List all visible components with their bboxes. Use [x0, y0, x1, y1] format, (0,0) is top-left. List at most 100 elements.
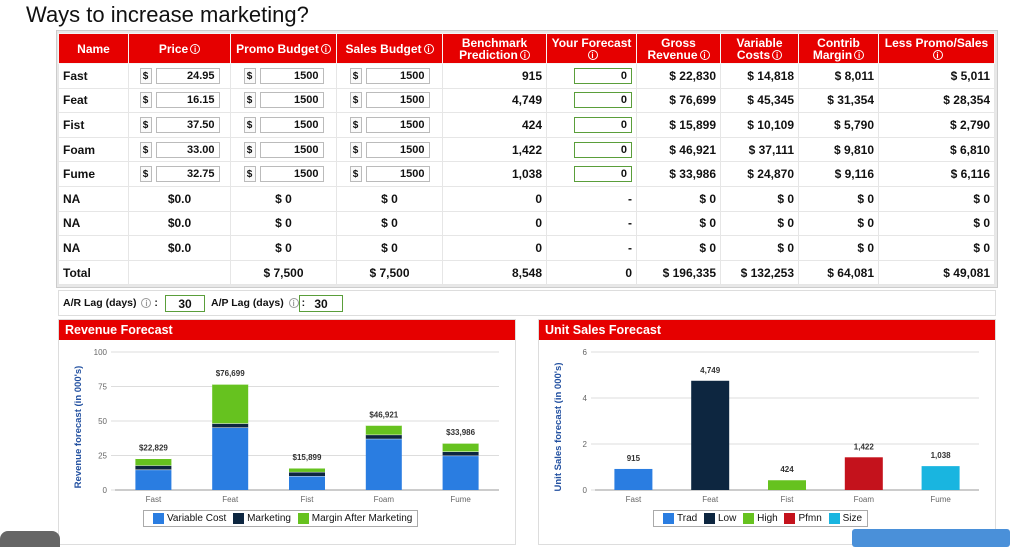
forecast-input[interactable]: 0 [574, 116, 632, 133]
revenue-chart: Revenue Forecast Revenue forecast (in 00… [58, 319, 516, 545]
price-input[interactable]: 16.15 [155, 92, 220, 109]
forecast-table: Name Price i Promo Budget i Sales Budget i … [58, 33, 995, 286]
legend-pfmn[interactable]: Pfmn [798, 513, 822, 524]
promo-input[interactable]: 1500 [259, 92, 324, 109]
price-input[interactable]: 37.50 [155, 116, 220, 133]
currency-sign: $ [349, 141, 362, 158]
header-less[interactable]: Less Promo/Salesi [878, 33, 995, 64]
promo-input[interactable]: 1500 [259, 141, 324, 158]
header-variable[interactable]: Variable Costs i [720, 33, 799, 64]
info-icon[interactable]: i [288, 298, 299, 309]
gross-value: $ 33,986 [636, 161, 721, 187]
info-icon[interactable]: i [141, 298, 152, 309]
bar-segment [768, 480, 806, 490]
info-icon: i [699, 50, 710, 61]
header-sales[interactable]: Sales Budget i [336, 33, 443, 64]
currency-sign: $ [349, 116, 362, 133]
table-row: Foam $33.00 $1500 $1500 1,422 0 $ 46,921 $ 37,1… [58, 136, 995, 163]
currency-sign: $ [243, 141, 256, 158]
y-axis-label: Unit Sales forecast (in 000's) [553, 363, 564, 492]
gross-value: $ 15,899 [636, 112, 721, 138]
price-input[interactable]: 32.75 [155, 166, 220, 183]
total-contrib: $ 64,081 [798, 259, 879, 286]
legend-low[interactable]: Low [717, 513, 737, 524]
currency-sign: $ [243, 116, 256, 133]
data-label: $15,899 [293, 453, 322, 462]
bar-segment [289, 476, 325, 490]
sales-input[interactable]: 1500 [365, 92, 430, 109]
sales-input[interactable]: 1500 [365, 166, 430, 183]
total-row: Total $ 7,500 $ 7,500 8,548 0 $ 196,335 $ 132,… [58, 259, 995, 286]
corner-tab[interactable] [0, 531, 60, 547]
forecast-input[interactable]: 0 [574, 141, 632, 158]
currency-sign: $ [139, 166, 152, 183]
variable-value: $ 37,111 [720, 136, 799, 163]
row-name: Fist [58, 112, 129, 138]
promo-input[interactable]: 1500 [259, 116, 324, 133]
header-benchmark[interactable]: Benchmark Prediction i [442, 33, 547, 64]
price-input[interactable]: 24.95 [155, 67, 220, 84]
promo-value: $ 0 [230, 185, 337, 212]
table-row: Feat $16.15 $1500 $1500 4,749 0 $ 76,699 $ 45,3… [58, 87, 995, 114]
currency-sign: $ [243, 67, 256, 84]
legend-margin[interactable]: Margin After Marketing [311, 513, 413, 524]
variable-value: $ 14,818 [720, 63, 799, 89]
contrib-value: $ 9,810 [798, 136, 879, 163]
x-tick-label: Fist [301, 495, 315, 504]
unit-chart-plot: Unit Sales forecast (in 000's) 6 4 2 0 Fast 91… [553, 348, 979, 504]
data-label: $46,921 [369, 410, 398, 419]
forecast-input[interactable]: 0 [574, 67, 632, 84]
sales-input[interactable]: 1500 [365, 141, 430, 158]
less-value: $ 6,116 [878, 161, 995, 187]
row-name: Feat [58, 87, 129, 114]
header-price[interactable]: Price i [128, 33, 231, 64]
gross-value: $ 46,921 [636, 136, 721, 163]
unit-legend: Trad Low High Pfmn Size [653, 510, 869, 527]
forecast-input[interactable]: 0 [574, 92, 632, 109]
bar-segment [135, 465, 172, 470]
y-tick-label: 0 [583, 486, 588, 495]
variable-value: $ 0 [720, 235, 799, 261]
x-tick-label: Feat [222, 495, 239, 504]
bar-segment [442, 451, 479, 456]
header-contrib[interactable]: Contrib Margin i [798, 33, 879, 64]
x-tick-label: Fast [626, 495, 642, 504]
y-tick-label: 4 [583, 394, 588, 403]
legend-swatch-variable [153, 512, 164, 524]
header-forecast[interactable]: Your Forecasti [546, 33, 637, 64]
info-icon: i [320, 44, 331, 55]
promo-input[interactable]: 1500 [259, 67, 324, 84]
price-value: $0.0 [128, 185, 231, 212]
gross-value: $ 0 [636, 235, 721, 261]
forecast-input[interactable]: 0 [574, 166, 632, 183]
legend-marketing[interactable]: Marketing [247, 513, 291, 524]
less-value: $ 0 [878, 235, 995, 261]
ar-lag-input[interactable]: 30 [165, 295, 205, 312]
info-icon: i [519, 50, 530, 61]
legend-swatch-margin [297, 512, 309, 524]
info-icon: i [772, 50, 783, 61]
legend-variable-cost[interactable]: Variable Cost [167, 513, 227, 524]
header-name[interactable]: Name [58, 33, 129, 64]
table-row-empty: NA $0.0 $ 0 $ 0 0- $ 0 $ 0 $ 0 $ 0 [58, 210, 995, 237]
data-label: 1,038 [931, 451, 952, 460]
legend-high[interactable]: High [757, 513, 778, 524]
sales-input[interactable]: 1500 [365, 67, 430, 84]
price-input[interactable]: 33.00 [155, 141, 220, 158]
y-tick-label: 6 [583, 348, 588, 357]
legend-size[interactable]: Size [842, 513, 863, 524]
table-row: Fume $32.75 $1500 $1500 1,038 0 $ 33,986 $ 24,8… [58, 161, 995, 187]
legend-trad[interactable]: Trad [677, 513, 698, 524]
bar-segment [212, 427, 249, 490]
ap-lag-input[interactable]: 30 [299, 295, 343, 312]
benchmark-value: 0 [442, 185, 547, 212]
bar-segment [844, 457, 883, 490]
less-value: $ 6,810 [878, 136, 995, 163]
header-promo[interactable]: Promo Budget i [230, 33, 337, 64]
promo-input[interactable]: 1500 [259, 166, 324, 183]
sales-input[interactable]: 1500 [365, 116, 430, 133]
bar-segment [365, 434, 402, 439]
bottom-right-button[interactable] [852, 529, 1010, 547]
row-name: NA [58, 185, 129, 212]
header-gross[interactable]: Gross Revenue i [636, 33, 721, 64]
